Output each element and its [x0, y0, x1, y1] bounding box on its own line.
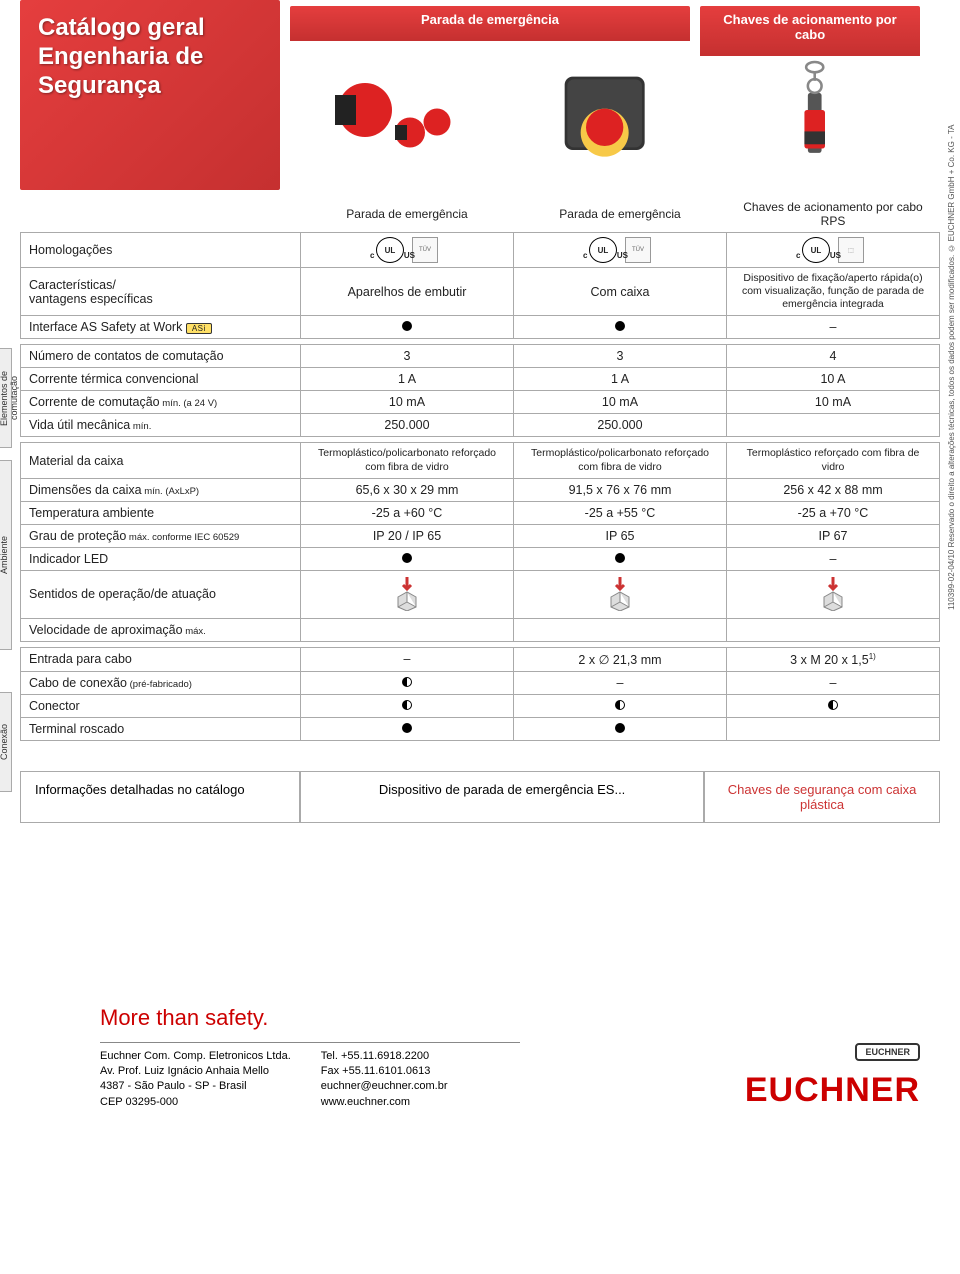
header-emergency-stop: Parada de emergência: [290, 6, 690, 41]
row-characteristics: Características/ vantagens específicas A…: [21, 268, 940, 316]
section-label-switching: Elementos de comutação: [0, 348, 12, 448]
row-asi: Interface AS Safety at Work ASi: [21, 316, 940, 339]
row-thermal-current: Corrente térmica convencional 1 A 1 A 10…: [21, 368, 940, 391]
section-label-ambient: Ambiente: [0, 460, 12, 650]
dot-icon: [402, 723, 412, 733]
dash-icon: [617, 676, 624, 690]
dot-icon: [402, 321, 412, 331]
subhead-c3: Chaves de acionamento por cabo RPS: [727, 196, 940, 233]
actuation-arrow-icon: [818, 600, 848, 614]
product-estop-box-icon: [500, 40, 710, 180]
row-switching-current: Corrente de comutação mín. (a 24 V) 10 m…: [21, 391, 940, 414]
dot-icon: [615, 723, 625, 733]
label-approvals: Homologações: [21, 233, 301, 268]
row-actuation-direction: Sentidos de operação/de atuação: [21, 570, 940, 618]
cert-ul-icon: UL: [589, 237, 617, 263]
row-screw-terminal: Terminal roscado: [21, 717, 940, 740]
label-asi: Interface AS Safety at Work ASi: [21, 316, 301, 339]
asi-badge-icon: ASi: [186, 323, 212, 334]
product-rope-switch-icon: [710, 40, 920, 180]
row-protection: Grau de proteção máx. conforme IEC 60529…: [21, 524, 940, 547]
address-line2: 4387 - São Paulo - SP - Brasil: [100, 1079, 291, 1094]
email: euchner@euchner.com.br: [321, 1079, 448, 1094]
product-illustrations: [290, 40, 920, 180]
dot-icon: [615, 321, 625, 331]
subhead-c1: Parada de emergência: [301, 196, 514, 233]
row-housing-material: Material da caixa Termoplástico/policarb…: [21, 443, 940, 478]
brand-slogan: More than safety.: [100, 1003, 520, 1034]
actuation-arrow-icon: [392, 600, 422, 614]
title-line3: Segurança: [38, 72, 161, 99]
row-connection-cable: Cabo de conexão (pré-fabricado): [21, 671, 940, 694]
half-dot-icon: [828, 700, 838, 710]
subhead-c2: Parada de emergência: [514, 196, 727, 233]
half-dot-icon: [402, 677, 412, 687]
row-dimensions: Dimensões da caixa mín. (AxLxP) 65,6 x 3…: [21, 478, 940, 501]
catalog-title-block: Catálogo geral Engenharia de Segurança: [20, 0, 280, 190]
row-mech-life: Vida útil mecânica mín. 250.000 250.000: [21, 414, 940, 437]
fax: Fax +55.11.6101.0613: [321, 1064, 448, 1079]
dot-icon: [615, 553, 625, 563]
copyright-side-note: 110399-02-04/10 Reservado o direito a al…: [947, 10, 956, 610]
row-cable-entry: Entrada para cabo – 2 x ∅ 21,3 mm 3 x M …: [21, 647, 940, 671]
telephone: Tel. +55.11.6918.2200: [321, 1049, 448, 1064]
section-label-connection: Conexão: [0, 692, 12, 792]
row-approach-speed: Velocidade de aproximação máx.: [21, 618, 940, 641]
dash-icon: [830, 676, 837, 690]
row-contacts: Número de contatos de comutação 3 3 4: [21, 345, 940, 368]
row-led: Indicador LED: [21, 547, 940, 570]
euchner-wordmark: EUCHNER: [745, 1071, 920, 1110]
label-characteristics: Características/ vantagens específicas: [21, 268, 301, 316]
address-line1: Av. Prof. Luiz Ignácio Anhaia Mello: [100, 1064, 291, 1079]
specification-table: Parada de emergência Parada de emergênci…: [20, 196, 940, 741]
dash-icon: [830, 320, 837, 334]
address-line3: CEP 03295-000: [100, 1095, 291, 1110]
cert-ul-icon: UL: [802, 237, 830, 263]
website: www.euchner.com: [321, 1095, 448, 1110]
catalog-ref-es: Dispositivo de parada de emergência ES..…: [300, 771, 704, 823]
catalog-ref-label: Informações detalhadas no catálogo: [20, 771, 300, 823]
dot-icon: [402, 553, 412, 563]
row-approvals: Homologações UL TÜV UL TÜV UL ⬚: [21, 233, 940, 268]
euchner-badge-icon: EUCHNER: [855, 1043, 920, 1061]
cert-tuv-icon: TÜV: [412, 237, 438, 263]
dash-icon: [830, 552, 837, 566]
subheader-row: Parada de emergência Parada de emergênci…: [21, 196, 940, 233]
catalog-reference-row: Informações detalhadas no catálogo Dispo…: [20, 771, 940, 823]
catalog-ref-rope: Chaves de segurança com caixa plástica: [704, 771, 940, 823]
actuation-arrow-icon: [605, 600, 635, 614]
title-line2: Engenharia de: [38, 43, 203, 70]
row-connector: Conector: [21, 694, 940, 717]
brand-logo-block: EUCHNER EUCHNER: [745, 1042, 920, 1110]
page-footer: More than safety. Euchner Com. Comp. Ele…: [20, 1003, 940, 1130]
half-dot-icon: [615, 700, 625, 710]
cert-tuv-icon: TÜV: [625, 237, 651, 263]
product-estop-flush-icon: [290, 40, 500, 180]
half-dot-icon: [402, 700, 412, 710]
row-temperature: Temperatura ambiente -25 a +60 °C -25 a …: [21, 501, 940, 524]
title-line1: Catálogo geral: [38, 14, 205, 41]
cert-ul-icon: UL: [376, 237, 404, 263]
company-name: Euchner Com. Comp. Eletronicos Ltda.: [100, 1049, 291, 1064]
cert-tuv-icon: ⬚: [838, 237, 864, 263]
